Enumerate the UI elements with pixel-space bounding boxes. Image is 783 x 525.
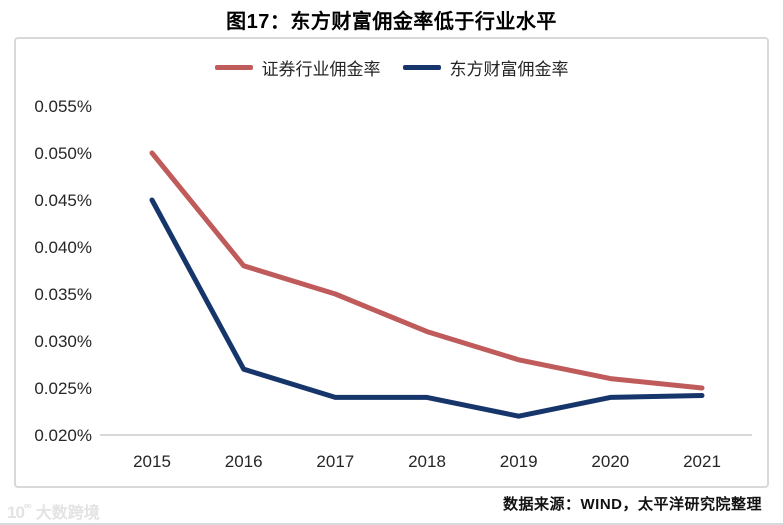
y-axis-tick-label: 0.025% — [34, 379, 92, 398]
chart-title: 图17：东方财富佣金率低于行业水平 — [226, 11, 557, 33]
x-axis-tick-label: 2015 — [133, 452, 171, 471]
x-axis-tick-label: 2018 — [408, 452, 446, 471]
x-axis-tick-label: 2020 — [591, 452, 629, 471]
series-line-1 — [149, 197, 705, 419]
industry-line-swatch — [214, 65, 253, 70]
chart-legend: 证券行业佣金率 东方财富佣金率 — [16, 55, 767, 80]
y-axis-tick-label: 0.040% — [34, 238, 92, 257]
x-axis-tick-label: 2019 — [500, 452, 538, 471]
x-axis-tick-label: 2017 — [316, 452, 354, 471]
bottom-divider — [0, 523, 783, 525]
watermark-logo-icon: 10⁰⁰ — [7, 503, 32, 522]
watermark: 10⁰⁰ 大数跨境 — [7, 499, 100, 523]
series-line-0 — [149, 150, 705, 391]
chart-frame: 证券行业佣金率 东方财富佣金率 0.055% 0.050% 0.045% 0.040%… — [14, 37, 769, 488]
legend-label-eastmoney: 东方财富佣金率 — [449, 60, 569, 79]
y-axis-tick-label: 0.045% — [34, 191, 92, 210]
y-axis-tick-label: 0.035% — [34, 285, 92, 304]
y-axis-tick-label: 0.055% — [34, 97, 92, 116]
legend-item-eastmoney: 东方财富佣金率 — [402, 55, 569, 80]
legend-label-industry: 证券行业佣金率 — [261, 60, 381, 79]
legend-item-industry: 证券行业佣金率 — [214, 55, 381, 80]
x-axis-tick-label: 2021 — [683, 452, 721, 471]
y-axis-tick-label: 0.030% — [34, 332, 92, 351]
watermark-text: 大数跨境 — [35, 505, 100, 522]
y-axis-tick-label: 0.050% — [34, 144, 92, 163]
data-source-note: 数据来源：WIND，太平洋研究院整理 — [503, 496, 762, 513]
eastmoney-line-swatch — [402, 65, 441, 70]
commission-rate-line-chart: 0.055% 0.050% 0.045% 0.040% 0.035% 0.030% 0.02… — [34, 97, 752, 471]
y-axis-tick-label: 0.020% — [34, 426, 92, 445]
x-axis-tick-label: 2016 — [225, 452, 263, 471]
